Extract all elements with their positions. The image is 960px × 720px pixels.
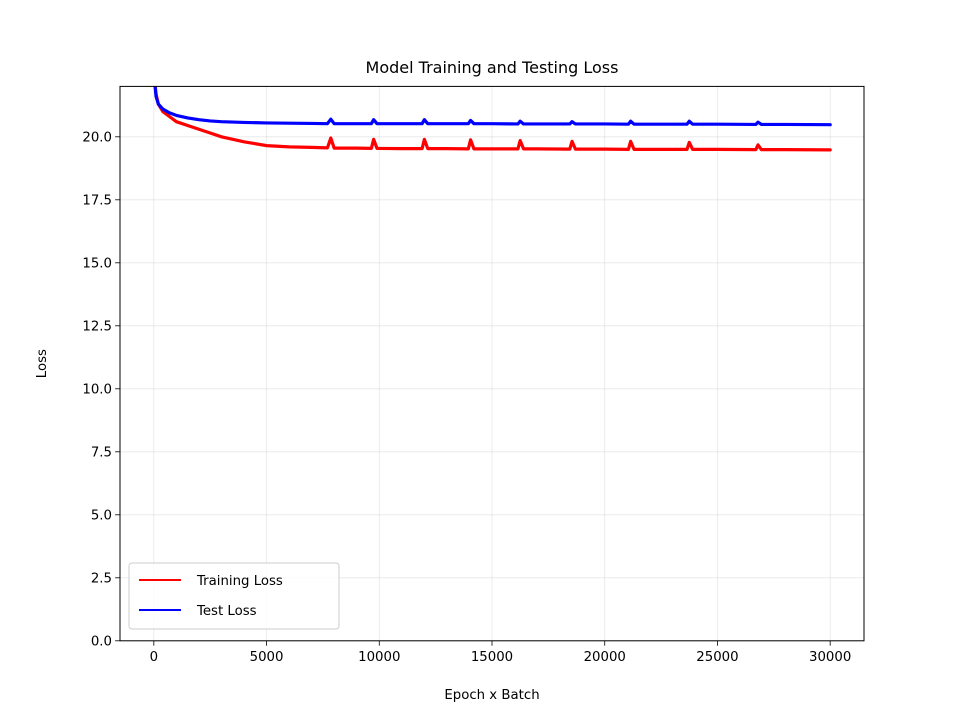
legend-box [128,562,340,630]
y-tick-label: 10.0 [82,383,112,398]
series-layer [153,86,832,152]
y-tick-label: 15.0 [82,257,112,272]
x-tick-label: 15000 [471,650,513,665]
ticks: 0 5000 10000 15000 20000 25000 30000 0.0 2.5 5.0 7… [82,131,851,665]
x-tick-label: 20000 [584,650,626,665]
x-axis-label: Epoch x Batch [444,688,539,703]
x-tick-label: 25000 [696,650,738,665]
y-tick-label: 12.5 [82,320,112,335]
y-axis-label: Loss [35,349,50,378]
x-tick-label: 0 [150,650,158,665]
x-tick-label: 30000 [809,650,851,665]
y-tick-label: 2.5 [91,572,112,587]
legend-label-test: Test Loss [196,604,257,619]
training-loss-line [153,86,832,152]
x-tick-label: 5000 [250,650,284,665]
y-tick-label: 17.5 [82,194,112,209]
chart-title: Model Training and Testing Loss [366,58,619,77]
x-tick-label: 10000 [358,650,400,665]
y-tick-label: 20.0 [82,131,112,146]
test-loss-line [153,86,832,127]
y-tick-label: 0.0 [91,635,112,650]
y-tick-label: 7.5 [91,446,112,461]
y-tick-label: 5.0 [91,509,112,524]
legend: Training Loss Test Loss [128,562,340,630]
legend-label-training: Training Loss [196,574,283,589]
